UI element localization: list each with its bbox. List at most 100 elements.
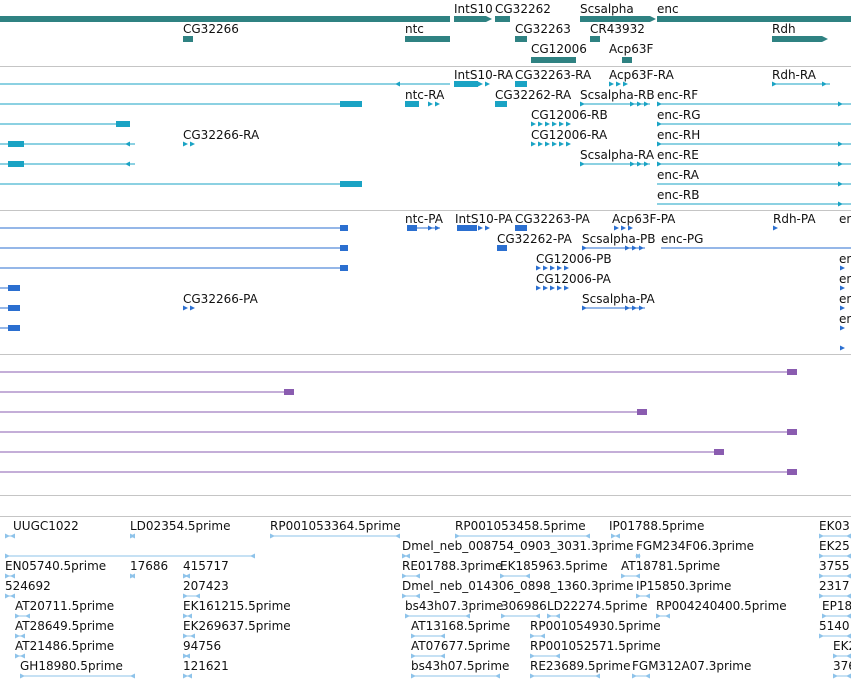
est-alignment[interactable] [402,573,407,579]
transcript-exon[interactable] [340,101,362,107]
est-alignment[interactable] [540,633,545,639]
read-alignment[interactable] [714,449,724,455]
est-alignment[interactable] [846,593,851,599]
protein-cds[interactable] [632,305,637,311]
est-alignment[interactable] [525,573,530,579]
transcript-exon[interactable] [822,81,827,87]
transcript-exon[interactable] [545,141,550,147]
est-alignment[interactable] [185,573,190,579]
transcript-exon[interactable] [190,141,195,147]
est-alignment[interactable] [25,613,30,619]
est-alignment[interactable] [495,673,500,679]
est-alignment[interactable] [555,653,560,659]
protein-cds[interactable] [183,305,188,311]
est-alignment[interactable] [665,613,670,619]
gene-glyph[interactable] [590,36,600,42]
est-alignment[interactable] [635,553,640,559]
est-alignment[interactable] [395,533,400,539]
transcript-exon[interactable] [566,121,571,127]
est-alignment[interactable] [500,573,505,579]
protein-cds[interactable] [457,225,477,231]
gene-glyph[interactable] [531,57,576,63]
protein-cds[interactable] [840,325,845,331]
transcript-exon[interactable] [623,81,628,87]
protein-cds[interactable] [340,245,348,251]
transcript-exon[interactable] [485,81,490,87]
transcript-exon[interactable] [495,101,507,107]
protein-cds[interactable] [614,225,619,231]
transcript-exon[interactable] [340,181,362,187]
gene-glyph[interactable] [405,36,450,42]
est-alignment[interactable] [819,553,824,559]
transcript-exon[interactable] [183,141,188,147]
est-alignment[interactable] [10,573,15,579]
transcript-exon[interactable] [644,161,649,167]
protein-cds[interactable] [543,265,548,271]
est-alignment[interactable] [846,653,851,659]
protein-cds[interactable] [435,225,440,231]
est-alignment[interactable] [846,573,851,579]
est-alignment[interactable] [405,553,410,559]
est-alignment[interactable] [846,533,851,539]
transcript-exon[interactable] [637,101,642,107]
est-alignment[interactable] [415,573,420,579]
est-alignment[interactable] [636,593,641,599]
read-alignment[interactable] [787,469,797,475]
transcript-exon[interactable] [116,121,130,127]
est-alignment[interactable] [819,573,824,579]
transcript-exon[interactable] [838,101,843,107]
est-alignment[interactable] [10,533,15,539]
est-alignment[interactable] [411,653,416,659]
transcript-exon[interactable] [538,141,543,147]
transcript-exon[interactable] [630,161,635,167]
read-alignment[interactable] [637,409,647,415]
transcript-exon[interactable] [435,101,440,107]
est-alignment[interactable] [185,653,190,659]
est-alignment[interactable] [20,673,25,679]
transcript-exon[interactable] [538,121,543,127]
gene-glyph[interactable] [515,36,527,42]
est-alignment[interactable] [411,673,416,679]
est-alignment[interactable] [819,633,824,639]
est-alignment[interactable] [530,633,535,639]
est-alignment[interactable] [846,553,851,559]
est-alignment[interactable] [405,613,410,619]
est-alignment[interactable] [187,613,192,619]
est-alignment[interactable] [465,613,470,619]
transcript-exon[interactable] [838,161,843,167]
est-alignment[interactable] [15,613,20,619]
est-alignment[interactable] [833,673,838,679]
transcript-exon[interactable] [8,141,24,147]
est-alignment[interactable] [402,593,407,599]
transcript-exon[interactable] [552,141,557,147]
transcript-exon[interactable] [125,141,130,147]
transcript-exon[interactable] [552,121,557,127]
est-alignment[interactable] [846,613,851,619]
read-alignment[interactable] [787,429,797,435]
gene-glyph[interactable] [822,36,828,42]
transcript-exon[interactable] [8,161,24,167]
protein-cds[interactable] [8,285,20,291]
transcript-exon[interactable] [657,101,662,107]
transcript-exon[interactable] [125,161,130,167]
gene-glyph[interactable] [657,16,851,22]
transcript-exon[interactable] [545,121,550,127]
est-alignment[interactable] [833,653,838,659]
transcript-exon[interactable] [838,201,843,207]
gene-glyph[interactable] [772,36,822,42]
transcript-exon[interactable] [454,81,478,87]
est-alignment[interactable] [10,593,15,599]
est-alignment[interactable] [411,633,416,639]
est-alignment[interactable] [250,553,255,559]
protein-cds[interactable] [582,305,587,311]
protein-cds[interactable] [840,265,845,271]
transcript-exon[interactable] [657,141,662,147]
transcript-exon[interactable] [580,161,585,167]
protein-cds[interactable] [340,265,348,271]
est-alignment[interactable] [819,593,824,599]
protein-cds[interactable] [632,245,637,251]
protein-cds[interactable] [639,305,644,311]
protein-cds[interactable] [564,265,569,271]
est-alignment[interactable] [5,573,10,579]
est-alignment[interactable] [615,533,620,539]
